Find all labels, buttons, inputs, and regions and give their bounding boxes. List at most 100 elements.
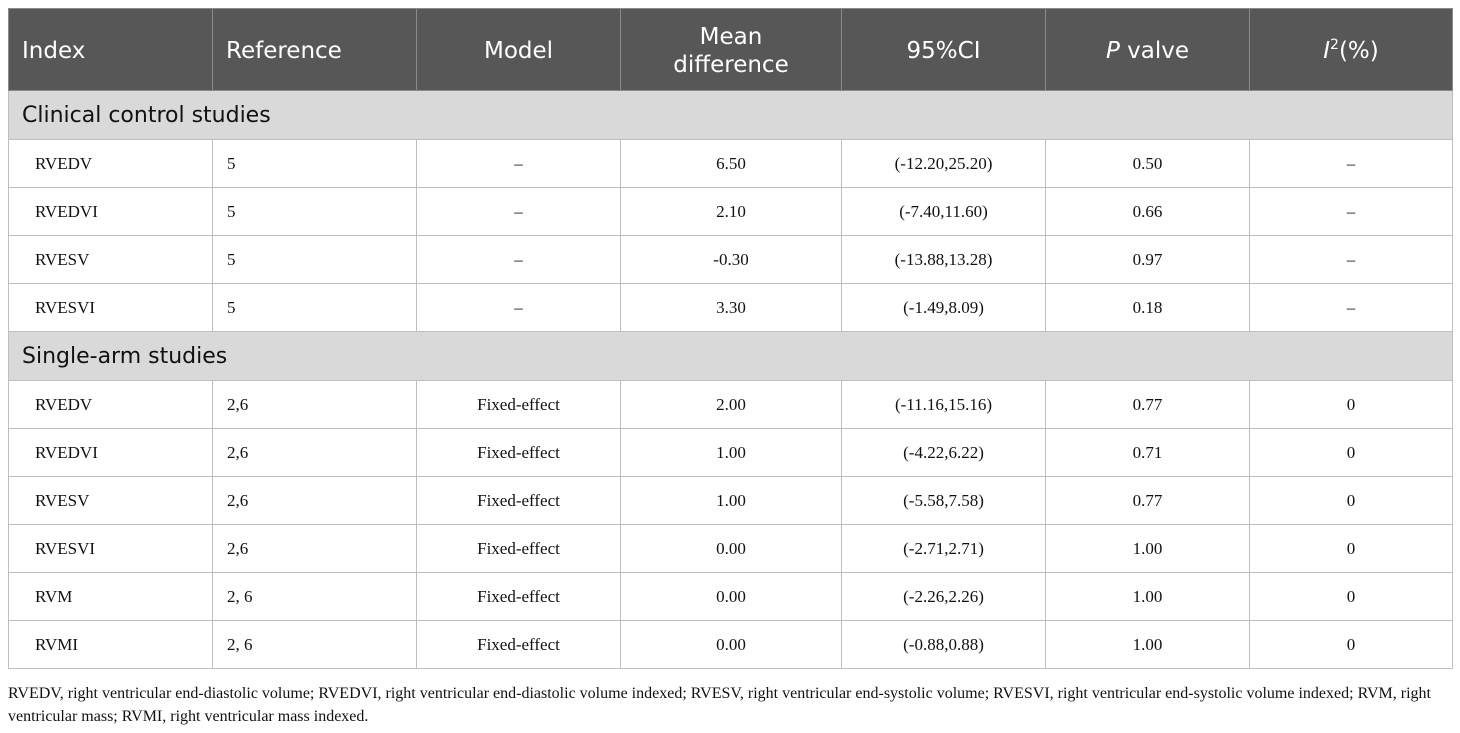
cell-index: RVEDVI [8, 187, 213, 236]
cell-i2: 0 [1249, 524, 1453, 573]
cell-p-value: 0.71 [1045, 428, 1250, 477]
cell-i2: – [1249, 283, 1453, 332]
cell-index: RVESVI [8, 283, 213, 332]
section-row: Clinical control studies [8, 90, 1453, 140]
header-index: Index [8, 8, 213, 91]
section-title: Single-arm studies [8, 331, 1453, 381]
cell-p-value: 0.66 [1045, 187, 1250, 236]
cell-ci: (-11.16,15.16) [841, 380, 1046, 429]
cell-index: RVESVI [8, 524, 213, 573]
cell-mean-difference: 0.00 [620, 620, 842, 669]
header-p-value: P valve [1045, 8, 1250, 91]
cell-mean-difference: -0.30 [620, 235, 842, 284]
cell-mean-difference: 1.00 [620, 428, 842, 477]
cell-i2: – [1249, 139, 1453, 188]
table-row: RVESV 5– -0.30 (-13.88,13.28) 0.97– [8, 235, 1453, 284]
cell-mean-difference: 2.10 [620, 187, 842, 236]
cell-ci: (-4.22,6.22) [841, 428, 1046, 477]
cell-mean-difference: 0.00 [620, 572, 842, 621]
cell-index: RVEDV [8, 380, 213, 429]
cell-i2: – [1249, 187, 1453, 236]
cell-reference: 2, 6 [212, 572, 417, 621]
cell-i2: 0 [1249, 572, 1453, 621]
cell-model: Fixed-effect [416, 476, 621, 525]
cell-i2: 0 [1249, 476, 1453, 525]
header-row: Index Reference Model Mean difference 95… [8, 8, 1453, 91]
cell-model: Fixed-effect [416, 428, 621, 477]
table-row: RVESVI 2,6 Fixed-effect 0.00 (-2.71,2.71) 1.0… [8, 524, 1453, 573]
cell-reference: 5 [212, 139, 417, 188]
cell-p-value: 0.18 [1045, 283, 1250, 332]
cell-p-value: 0.97 [1045, 235, 1250, 284]
table-row: RVEDVI 2,6 Fixed-effect 1.00 (-4.22,6.22) 0.7… [8, 428, 1453, 477]
cell-index: RVEDV [8, 139, 213, 188]
header-model: Model [416, 8, 621, 91]
cell-reference: 5 [212, 187, 417, 236]
table-row: RVEDV 5–6.50 (-12.20,25.20) 0.50– [8, 139, 1453, 188]
table-row: RVESVI 5–3.30 (-1.49,8.09) 0.18– [8, 283, 1453, 332]
cell-reference: 2,6 [212, 524, 417, 573]
header-i2-rest: (%) [1338, 37, 1379, 64]
cell-model: Fixed-effect [416, 572, 621, 621]
cell-i2: 0 [1249, 380, 1453, 429]
cell-mean-difference: 2.00 [620, 380, 842, 429]
cell-ci: (-0.88,0.88) [841, 620, 1046, 669]
cell-mean-difference: 1.00 [620, 476, 842, 525]
header-reference: Reference [212, 8, 417, 91]
cell-mean-difference: 3.30 [620, 283, 842, 332]
cell-p-value: 0.50 [1045, 139, 1250, 188]
cell-ci: (-2.71,2.71) [841, 524, 1046, 573]
cell-i2: 0 [1249, 428, 1453, 477]
header-ci: 95%CI [841, 8, 1046, 91]
cell-i2: – [1249, 235, 1453, 284]
cell-reference: 2,6 [212, 380, 417, 429]
cell-model: Fixed-effect [416, 620, 621, 669]
cell-mean-difference: 6.50 [620, 139, 842, 188]
table-footnote: RVEDV, right ventricular end-diastolic v… [8, 685, 1431, 725]
cell-reference: 5 [212, 235, 417, 284]
header-p-italic: P [1105, 37, 1120, 64]
cell-ci: (-13.88,13.28) [841, 235, 1046, 284]
cell-reference: 2,6 [212, 476, 417, 525]
table-body: Clinical control studies RVEDV 5–6.50 (-12.… [8, 90, 1453, 669]
cell-ci: (-2.26,2.26) [841, 572, 1046, 621]
header-p-rest: valve [1119, 37, 1190, 64]
cell-index: RVM [8, 572, 213, 621]
header-mean-difference-line1: Mean [699, 23, 763, 50]
cell-model: Fixed-effect [416, 524, 621, 573]
cell-model: – [416, 139, 621, 188]
section-title: Clinical control studies [8, 90, 1453, 140]
cell-p-value: 1.00 [1045, 524, 1250, 573]
results-table: Index Reference Model Mean difference 95… [8, 8, 1453, 669]
cell-p-value: 1.00 [1045, 572, 1250, 621]
cell-reference: 2,6 [212, 428, 417, 477]
header-i2-sup: 2 [1330, 36, 1339, 53]
cell-ci: (-12.20,25.20) [841, 139, 1046, 188]
cell-i2: 0 [1249, 620, 1453, 669]
table-header: Index Reference Model Mean difference 95… [8, 8, 1453, 91]
cell-index: RVMI [8, 620, 213, 669]
cell-reference: 2, 6 [212, 620, 417, 669]
cell-p-value: 1.00 [1045, 620, 1250, 669]
header-i2: I2(%) [1249, 8, 1453, 91]
header-i2-italic: I [1323, 37, 1331, 64]
cell-model: – [416, 283, 621, 332]
table-row: RVEDVI 5–2.10 (-7.40,11.60) 0.66– [8, 187, 1453, 236]
cell-p-value: 0.77 [1045, 476, 1250, 525]
cell-index: RVESV [8, 476, 213, 525]
cell-ci: (-1.49,8.09) [841, 283, 1046, 332]
cell-reference: 5 [212, 283, 417, 332]
table-row: RVEDV 2,6 Fixed-effect 2.00 (-11.16,15.16) 0.… [8, 380, 1453, 429]
cell-index: RVESV [8, 235, 213, 284]
table-row: RVM 2, 6 Fixed-effect 0.00 (-2.26,2.26) 1.00 0 [8, 572, 1453, 621]
header-mean-difference-line2: difference [673, 51, 789, 78]
cell-p-value: 0.77 [1045, 380, 1250, 429]
cell-mean-difference: 0.00 [620, 524, 842, 573]
cell-model: – [416, 235, 621, 284]
cell-model: Fixed-effect [416, 380, 621, 429]
table-row: RVESV 2,6 Fixed-effect 1.00 (-5.58,7.58) 0.77… [8, 476, 1453, 525]
cell-ci: (-5.58,7.58) [841, 476, 1046, 525]
header-mean-difference: Mean difference [620, 8, 842, 91]
cell-ci: (-7.40,11.60) [841, 187, 1046, 236]
cell-model: – [416, 187, 621, 236]
